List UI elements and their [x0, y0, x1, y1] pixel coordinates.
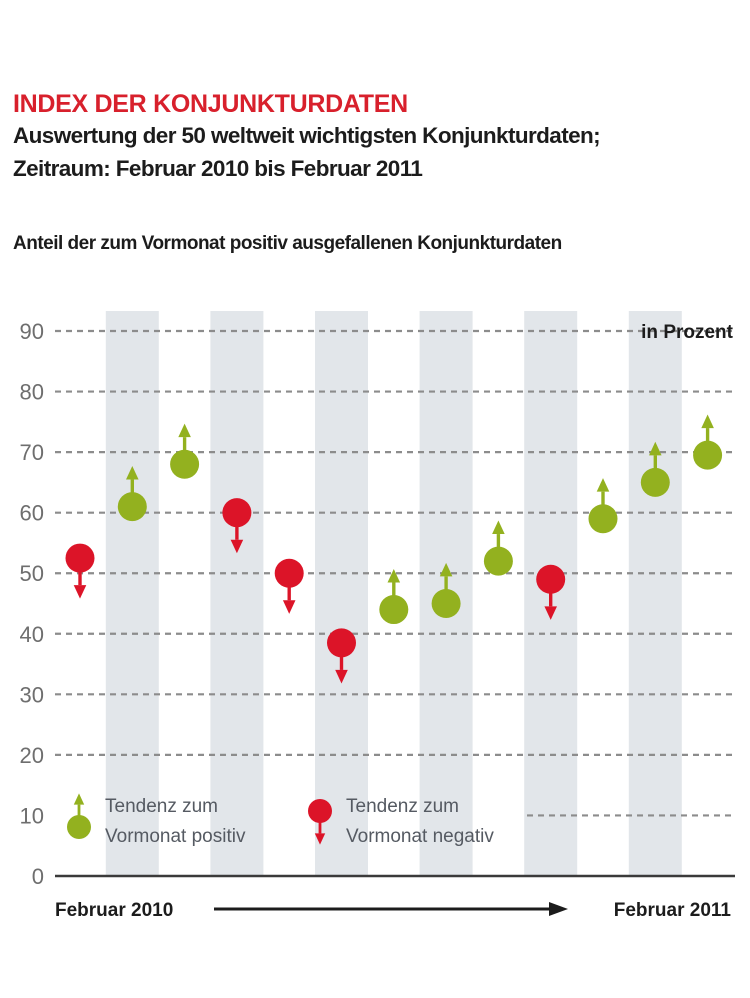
- negative-dot: [327, 628, 356, 658]
- unit-label: in Prozent: [641, 322, 734, 343]
- legend: Tendenz zum Vormonat positiv Tendenz zum Vo…: [67, 793, 494, 847]
- data-point-positive: [170, 423, 200, 479]
- y-tick-label: 80: [20, 380, 44, 405]
- negative-dot: [536, 564, 566, 594]
- legend-negative-marker-icon: [308, 799, 332, 845]
- data-point-positive: [693, 414, 723, 470]
- positive-dot: [379, 595, 409, 625]
- data-point-negative: [536, 564, 566, 620]
- negative-dot: [222, 498, 252, 528]
- legend-text-line: Vormonat positiv: [105, 826, 246, 847]
- data-point-positive: [379, 568, 409, 625]
- legend-item-negative: Tendenz zum Vormonat negativ: [308, 796, 494, 847]
- legend-text-line: Tendenz zum: [346, 796, 459, 817]
- legend-item-positive: Tendenz zum Vormonat positiv: [67, 793, 246, 847]
- data-point-positive: [588, 478, 618, 534]
- data-point-positive: [640, 441, 670, 497]
- arrow-down-icon: [230, 539, 244, 554]
- column-stripes: [105, 311, 682, 876]
- y-tick-label: 10: [20, 803, 44, 828]
- negative-dot: [274, 558, 304, 588]
- y-tick-label: 40: [20, 622, 44, 647]
- y-tick-label: 60: [20, 501, 44, 526]
- column-stripe: [628, 311, 682, 876]
- negative-dot: [65, 543, 95, 573]
- chart-title: INDEX DER KONJUNKTURDATEN: [13, 90, 408, 118]
- legend-text-line: Vormonat negativ: [346, 826, 494, 847]
- arrow-up-icon: [73, 793, 85, 805]
- y-tick-label: 70: [20, 440, 44, 465]
- arrow-up-icon: [126, 466, 139, 480]
- arrow-down-icon: [544, 606, 557, 620]
- y-tick-label: 30: [20, 682, 44, 707]
- positive-dot: [431, 589, 461, 618]
- arrow-up-icon: [387, 568, 401, 583]
- chart-subtitle: Auswertung der 50 weltweit wichtigsten K…: [13, 119, 601, 185]
- positive-dot: [588, 504, 618, 534]
- subtitle-line-2: Zeitraum: Februar 2010 bis Februar 2011: [13, 156, 423, 181]
- data-point-negative: [274, 558, 304, 614]
- column-stripe: [315, 311, 368, 876]
- x-axis-time-arrow: Februar 2010 Februar 2011: [55, 900, 731, 921]
- arrow-down-icon: [335, 669, 348, 684]
- gridlines: [55, 329, 735, 817]
- data-point-positive: [483, 520, 513, 576]
- negative-dot: [308, 799, 332, 823]
- y-tick-label: 20: [20, 743, 44, 768]
- positive-dot: [67, 815, 91, 839]
- arrow-up-icon: [701, 414, 714, 429]
- y-axis-ticks: 0 10 20 30 40 50 60 70 80 90: [20, 319, 44, 889]
- arrow-up-icon: [492, 520, 505, 535]
- y-tick-label: 0: [32, 864, 44, 889]
- y-tick-label: 50: [20, 561, 44, 586]
- legend-positive-marker-icon: [67, 793, 91, 839]
- arrow-up-icon: [649, 441, 662, 456]
- arrow-down-icon: [282, 600, 296, 614]
- arrow-down-icon: [314, 833, 326, 845]
- column-stripe: [210, 311, 264, 876]
- positive-dot: [170, 449, 200, 479]
- data-point-negative: [65, 543, 95, 599]
- column-stripe: [105, 311, 159, 876]
- positive-dot: [117, 492, 147, 522]
- arrow-up-icon: [596, 478, 610, 492]
- subtitle-line-1: Auswertung der 50 weltweit wichtigsten K…: [13, 123, 601, 148]
- chart-heading: Anteil der zum Vormonat positiv ausgefal…: [13, 233, 562, 254]
- data-point-positive: [431, 562, 461, 618]
- positive-dot: [693, 440, 723, 470]
- data-point-negative: [327, 628, 356, 684]
- x-label-end: Februar 2011: [614, 900, 732, 921]
- x-label-start: Februar 2010: [55, 900, 173, 921]
- legend-text-line: Tendenz zum: [105, 796, 218, 817]
- data-points: [65, 414, 723, 684]
- arrow-up-icon: [178, 423, 191, 438]
- time-arrow-head-icon: [549, 902, 568, 916]
- arrow-up-icon: [439, 562, 453, 577]
- y-tick-label: 90: [20, 319, 44, 344]
- arrow-down-icon: [73, 585, 87, 599]
- positive-dot: [483, 546, 513, 576]
- positive-dot: [640, 467, 670, 497]
- data-point-negative: [222, 498, 252, 554]
- data-point-positive: [117, 466, 147, 522]
